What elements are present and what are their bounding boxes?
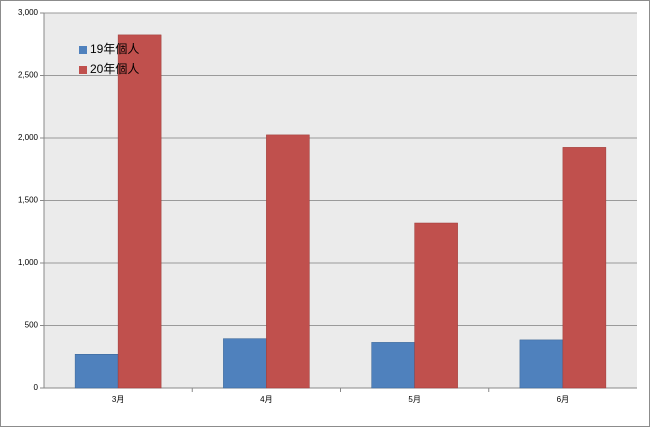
y-tick-label: 2,000 bbox=[18, 133, 39, 142]
bar bbox=[562, 147, 607, 389]
x-tick-label: 4月 bbox=[260, 395, 272, 404]
x-tick-label: 5月 bbox=[408, 395, 420, 404]
y-tick-label: 500 bbox=[25, 321, 39, 330]
y-tick-label: 3,000 bbox=[18, 8, 39, 17]
bar bbox=[371, 342, 415, 389]
bar bbox=[266, 134, 310, 389]
legend-swatch bbox=[79, 66, 87, 74]
bar bbox=[74, 354, 119, 389]
y-tick-label: 1,500 bbox=[18, 196, 39, 205]
y-tick-label: 0 bbox=[34, 383, 39, 392]
x-tick-label: 3月 bbox=[112, 395, 124, 404]
x-tick-label: 6月 bbox=[557, 395, 569, 404]
bar bbox=[414, 222, 458, 389]
y-tick-label: 1,000 bbox=[18, 258, 39, 267]
bar bbox=[223, 338, 267, 389]
legend-swatch bbox=[79, 46, 87, 54]
legend-label: 19年個人 bbox=[90, 42, 139, 56]
y-tick-label: 2,500 bbox=[18, 71, 39, 80]
bar bbox=[519, 339, 564, 389]
legend-label: 20年個人 bbox=[90, 62, 139, 76]
bar bbox=[117, 34, 162, 389]
